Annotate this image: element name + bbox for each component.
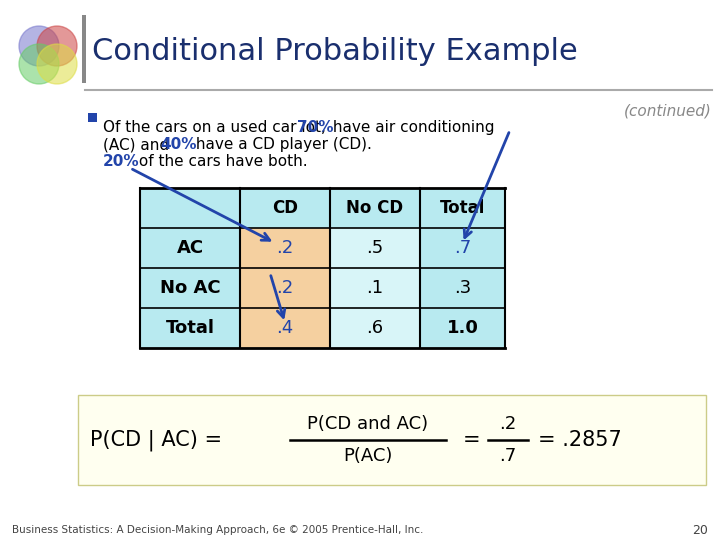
Bar (240, 188, 330, 228)
Text: No AC: No AC (160, 279, 220, 297)
Text: = .2857: = .2857 (538, 430, 622, 450)
Bar (330, 228, 420, 268)
Text: .4: .4 (276, 319, 294, 337)
Text: of the cars have both.: of the cars have both. (134, 154, 307, 169)
Text: No CD: No CD (346, 199, 404, 217)
Circle shape (37, 44, 77, 84)
Text: Total: Total (440, 199, 485, 217)
Bar (330, 308, 420, 348)
Text: 40%: 40% (160, 137, 197, 152)
Bar (240, 228, 330, 268)
Text: P(CD and AC): P(CD and AC) (307, 415, 428, 433)
Bar (240, 308, 330, 348)
Text: Business Statistics: A Decision-Making Approach, 6e © 2005 Prentice-Hall, Inc.: Business Statistics: A Decision-Making A… (12, 525, 423, 535)
Text: P(CD | AC) =: P(CD | AC) = (90, 429, 222, 451)
Text: .3: .3 (454, 279, 471, 297)
Text: Conditional Probability Example: Conditional Probability Example (92, 37, 577, 66)
Circle shape (19, 26, 59, 66)
Text: 1.0: 1.0 (446, 319, 478, 337)
Text: .5: .5 (366, 239, 384, 257)
Text: .7: .7 (454, 239, 471, 257)
Text: AC: AC (176, 239, 204, 257)
Bar (330, 188, 420, 228)
Bar (140, 268, 240, 308)
Bar (420, 308, 505, 348)
Text: have a CD player (CD).: have a CD player (CD). (191, 137, 372, 152)
Text: .2: .2 (276, 239, 294, 257)
Bar (330, 268, 420, 308)
Text: =: = (463, 430, 481, 450)
Bar (240, 268, 330, 308)
Text: .7: .7 (500, 447, 517, 465)
Text: P(AC): P(AC) (343, 447, 392, 465)
Bar (140, 188, 240, 228)
Text: 20%: 20% (103, 154, 140, 169)
Bar (420, 268, 505, 308)
Bar (420, 188, 505, 228)
Bar (420, 228, 505, 268)
Text: .6: .6 (366, 319, 384, 337)
Text: CD: CD (272, 199, 298, 217)
Bar (88, 113, 97, 122)
Text: Of the cars on a used car lot,: Of the cars on a used car lot, (103, 120, 330, 135)
Text: .1: .1 (366, 279, 384, 297)
Circle shape (19, 44, 59, 84)
Text: have air conditioning: have air conditioning (328, 120, 495, 135)
Text: .2: .2 (276, 279, 294, 297)
Text: Total: Total (166, 319, 215, 337)
Text: 20: 20 (692, 523, 708, 537)
Text: (AC) and: (AC) and (103, 137, 174, 152)
Text: .2: .2 (500, 415, 517, 433)
Bar (82, 15, 86, 83)
Bar (140, 308, 240, 348)
Text: (continued): (continued) (624, 103, 712, 118)
Bar (140, 228, 240, 268)
Text: 70%: 70% (297, 120, 333, 135)
Bar (78, 395, 706, 485)
Circle shape (37, 26, 77, 66)
